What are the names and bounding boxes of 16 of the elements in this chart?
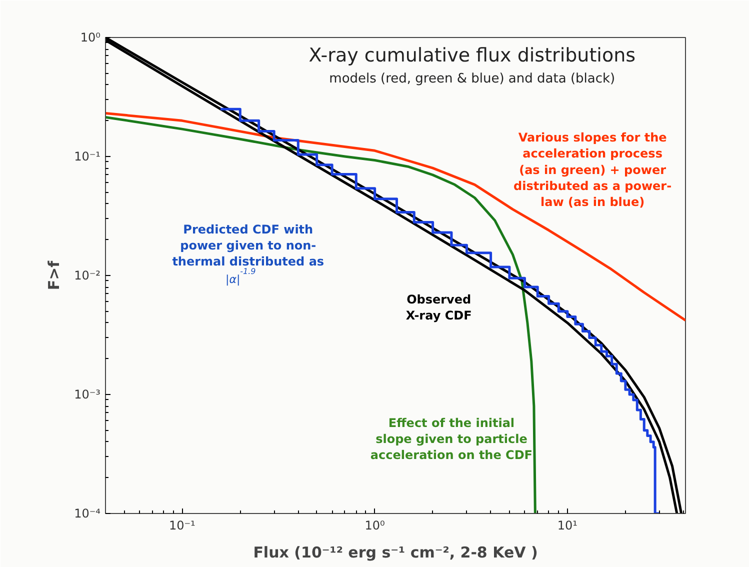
y-tick-label: 10⁻³ xyxy=(74,388,101,402)
x-axis-title: Flux (10⁻¹² erg s⁻¹ cm⁻², 2-8 KeV ) xyxy=(253,544,538,562)
annotation: Various slopes for the acceleration process (as in green) + power distributed as a power- law (as in blue) xyxy=(514,130,672,210)
x-tick-label: 10⁻¹ xyxy=(168,518,196,532)
x-tick-label: 10¹ xyxy=(557,518,578,532)
annotation: Effect of the initial slope given to particle acceleration on the CDF xyxy=(370,416,533,462)
y-tick-label: 10⁻⁴ xyxy=(74,506,101,520)
chart-title: X-ray cumulative flux distributions xyxy=(308,44,636,67)
y-tick-label: 10⁰ xyxy=(80,30,101,44)
y-tick-label: 10⁻¹ xyxy=(74,150,101,164)
x-tick-label: 10⁰ xyxy=(364,518,386,532)
annotation: Observed X-ray CDF xyxy=(406,292,472,323)
y-tick-label: 10⁻² xyxy=(74,268,101,282)
annotation: Predicted CDF with power given to non- thermal distributed as xyxy=(172,222,324,268)
text: models (red, green & blue) and data (black) xyxy=(329,71,616,86)
y-axis-title: F>f xyxy=(45,260,64,290)
